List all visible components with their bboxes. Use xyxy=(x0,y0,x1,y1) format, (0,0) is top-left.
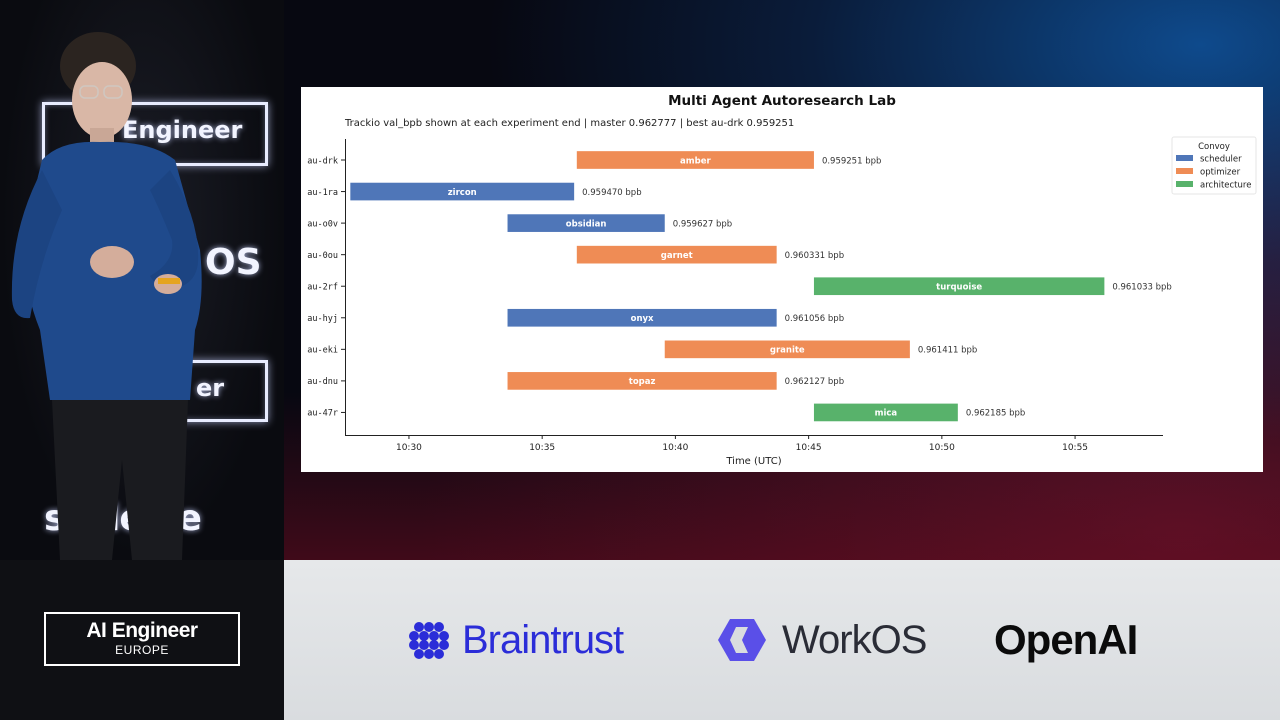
bar-value-label-au-hyj: 0.961056 bpb xyxy=(785,314,844,324)
bar-value-label-au-drk: 0.959251 bpb xyxy=(822,156,881,166)
speaker-figure xyxy=(11,32,202,560)
bar-au-1ra xyxy=(350,182,575,201)
bar-name-au-0ou: garnet xyxy=(661,251,693,261)
sponsor-name-openai: OpenAI xyxy=(994,616,1138,663)
y-tick-label-au-1ra: au-1ra xyxy=(307,188,338,198)
braintrust-logo-icon xyxy=(409,622,449,659)
legend-swatch-optimizer xyxy=(1176,168,1193,174)
workos-logo-icon xyxy=(718,619,766,661)
bar-au-2rf xyxy=(813,277,1105,296)
bar-au-dnu xyxy=(507,372,777,390)
event-logo-line1: AI Engineer xyxy=(86,619,198,642)
x-tick-label-2: 10:40 xyxy=(662,443,688,453)
x-tick-label-5: 10:55 xyxy=(1062,443,1088,453)
bar-value-label-au-dnu: 0.962127 bpb xyxy=(785,377,844,387)
sponsor-braintrust: Braintrust xyxy=(408,615,624,665)
bar-au-0ou xyxy=(576,245,777,264)
bar-value-label-au-0ou: 0.960331 bpb xyxy=(785,251,844,261)
bar-name-au-47r: mica xyxy=(875,409,898,419)
bar-value-label-au-eki: 0.961411 bpb xyxy=(918,346,977,356)
sponsor-name-braintrust: Braintrust xyxy=(462,617,624,662)
backdrop-text-3: er xyxy=(196,374,225,402)
chart-subtitle: Trackio val_bpb shown at each experiment… xyxy=(344,118,794,129)
y-ticks: au-drk au-1ra au-o0v au-0ou au-2rf au-hyj au-e… xyxy=(307,156,345,419)
y-tick-label-au-dnu: au-dnu xyxy=(307,377,338,387)
gantt-chart: Multi Agent Autoresearch Lab Trackio val… xyxy=(307,93,1257,467)
x-tick-label-4: 10:50 xyxy=(929,443,955,453)
bar-name-au-hyj: onyx xyxy=(631,314,654,324)
y-tick-label-au-o0v: au-o0v xyxy=(307,219,338,229)
bar-au-eki xyxy=(664,340,910,359)
bar-value-label-au-1ra: 0.959470 bpb xyxy=(582,188,641,198)
legend-label-optimizer: optimizer xyxy=(1200,168,1241,178)
y-tick-label-au-2rf: au-2rf xyxy=(307,283,338,293)
legend-swatch-architecture xyxy=(1176,181,1193,187)
bar-au-hyj xyxy=(507,308,777,327)
bar-value-label-au-47r: 0.962185 bpb xyxy=(966,409,1025,419)
stage-video: Engineer OS er scaleale xyxy=(0,0,284,560)
bar-value-label-au-2rf: 0.961033 bpb xyxy=(1112,283,1171,293)
bar-value-label-au-o0v: 0.959627 bpb xyxy=(673,219,732,229)
chart-panel: Multi Agent Autoresearch Lab Trackio val… xyxy=(301,87,1263,472)
y-tick-label-au-47r: au-47r xyxy=(307,409,338,419)
bar-name-au-drk: amber xyxy=(680,156,711,166)
event-logo-line2: EUROPE xyxy=(115,643,169,657)
bar-name-au-eki: granite xyxy=(770,346,805,356)
y-tick-label-au-0ou: au-0ou xyxy=(307,251,338,261)
bar-name-au-1ra: zircon xyxy=(448,188,477,198)
legend-frame xyxy=(1171,136,1257,195)
sponsor-openai: OpenAI xyxy=(994,615,1138,665)
sponsor-name-workos: WorkOS xyxy=(782,617,927,662)
bar-name-au-o0v: obsidian xyxy=(566,219,607,229)
legend-label-architecture: architecture xyxy=(1200,181,1251,191)
legend-label-scheduler: scheduler xyxy=(1200,155,1242,165)
legend-title: Convoy xyxy=(1198,142,1230,152)
backdrop-text-2: OS xyxy=(205,242,262,283)
bar-name-au-2rf: turquoise xyxy=(936,283,982,293)
x-tick-label-3: 10:45 xyxy=(796,443,822,453)
chart-legend: Convoy scheduler optimizer architecture xyxy=(1171,136,1257,195)
y-tick-label-au-drk: au-drk xyxy=(307,156,338,166)
sponsor-workos: WorkOS xyxy=(716,615,927,665)
event-logo: AI Engineer EUROPE xyxy=(44,612,240,666)
bar-au-47r xyxy=(813,403,958,422)
x-tick-label-0: 10:30 xyxy=(396,443,422,453)
backdrop-text-1: Engineer xyxy=(122,116,243,144)
event-bar xyxy=(0,560,284,720)
x-ticks: 10:30 10:35 10:40 10:45 10:50 10:55 xyxy=(396,435,1088,453)
y-tick-label-au-eki: au-eki xyxy=(307,346,338,356)
bar-au-o0v xyxy=(507,214,665,232)
x-tick-label-1: 10:35 xyxy=(529,443,555,453)
x-axis-label: Time (UTC) xyxy=(725,456,781,467)
plot-area: amber 0.959251 bpb zircon 0.959470 bpb obsid… xyxy=(350,151,1172,422)
chart-title: Multi Agent Autoresearch Lab xyxy=(668,93,896,109)
legend-swatch-scheduler xyxy=(1176,155,1193,161)
bar-au-drk xyxy=(576,151,814,169)
y-tick-label-au-hyj: au-hyj xyxy=(307,314,338,324)
sponsor-bar xyxy=(284,560,1280,720)
bar-name-au-dnu: topaz xyxy=(629,377,656,387)
